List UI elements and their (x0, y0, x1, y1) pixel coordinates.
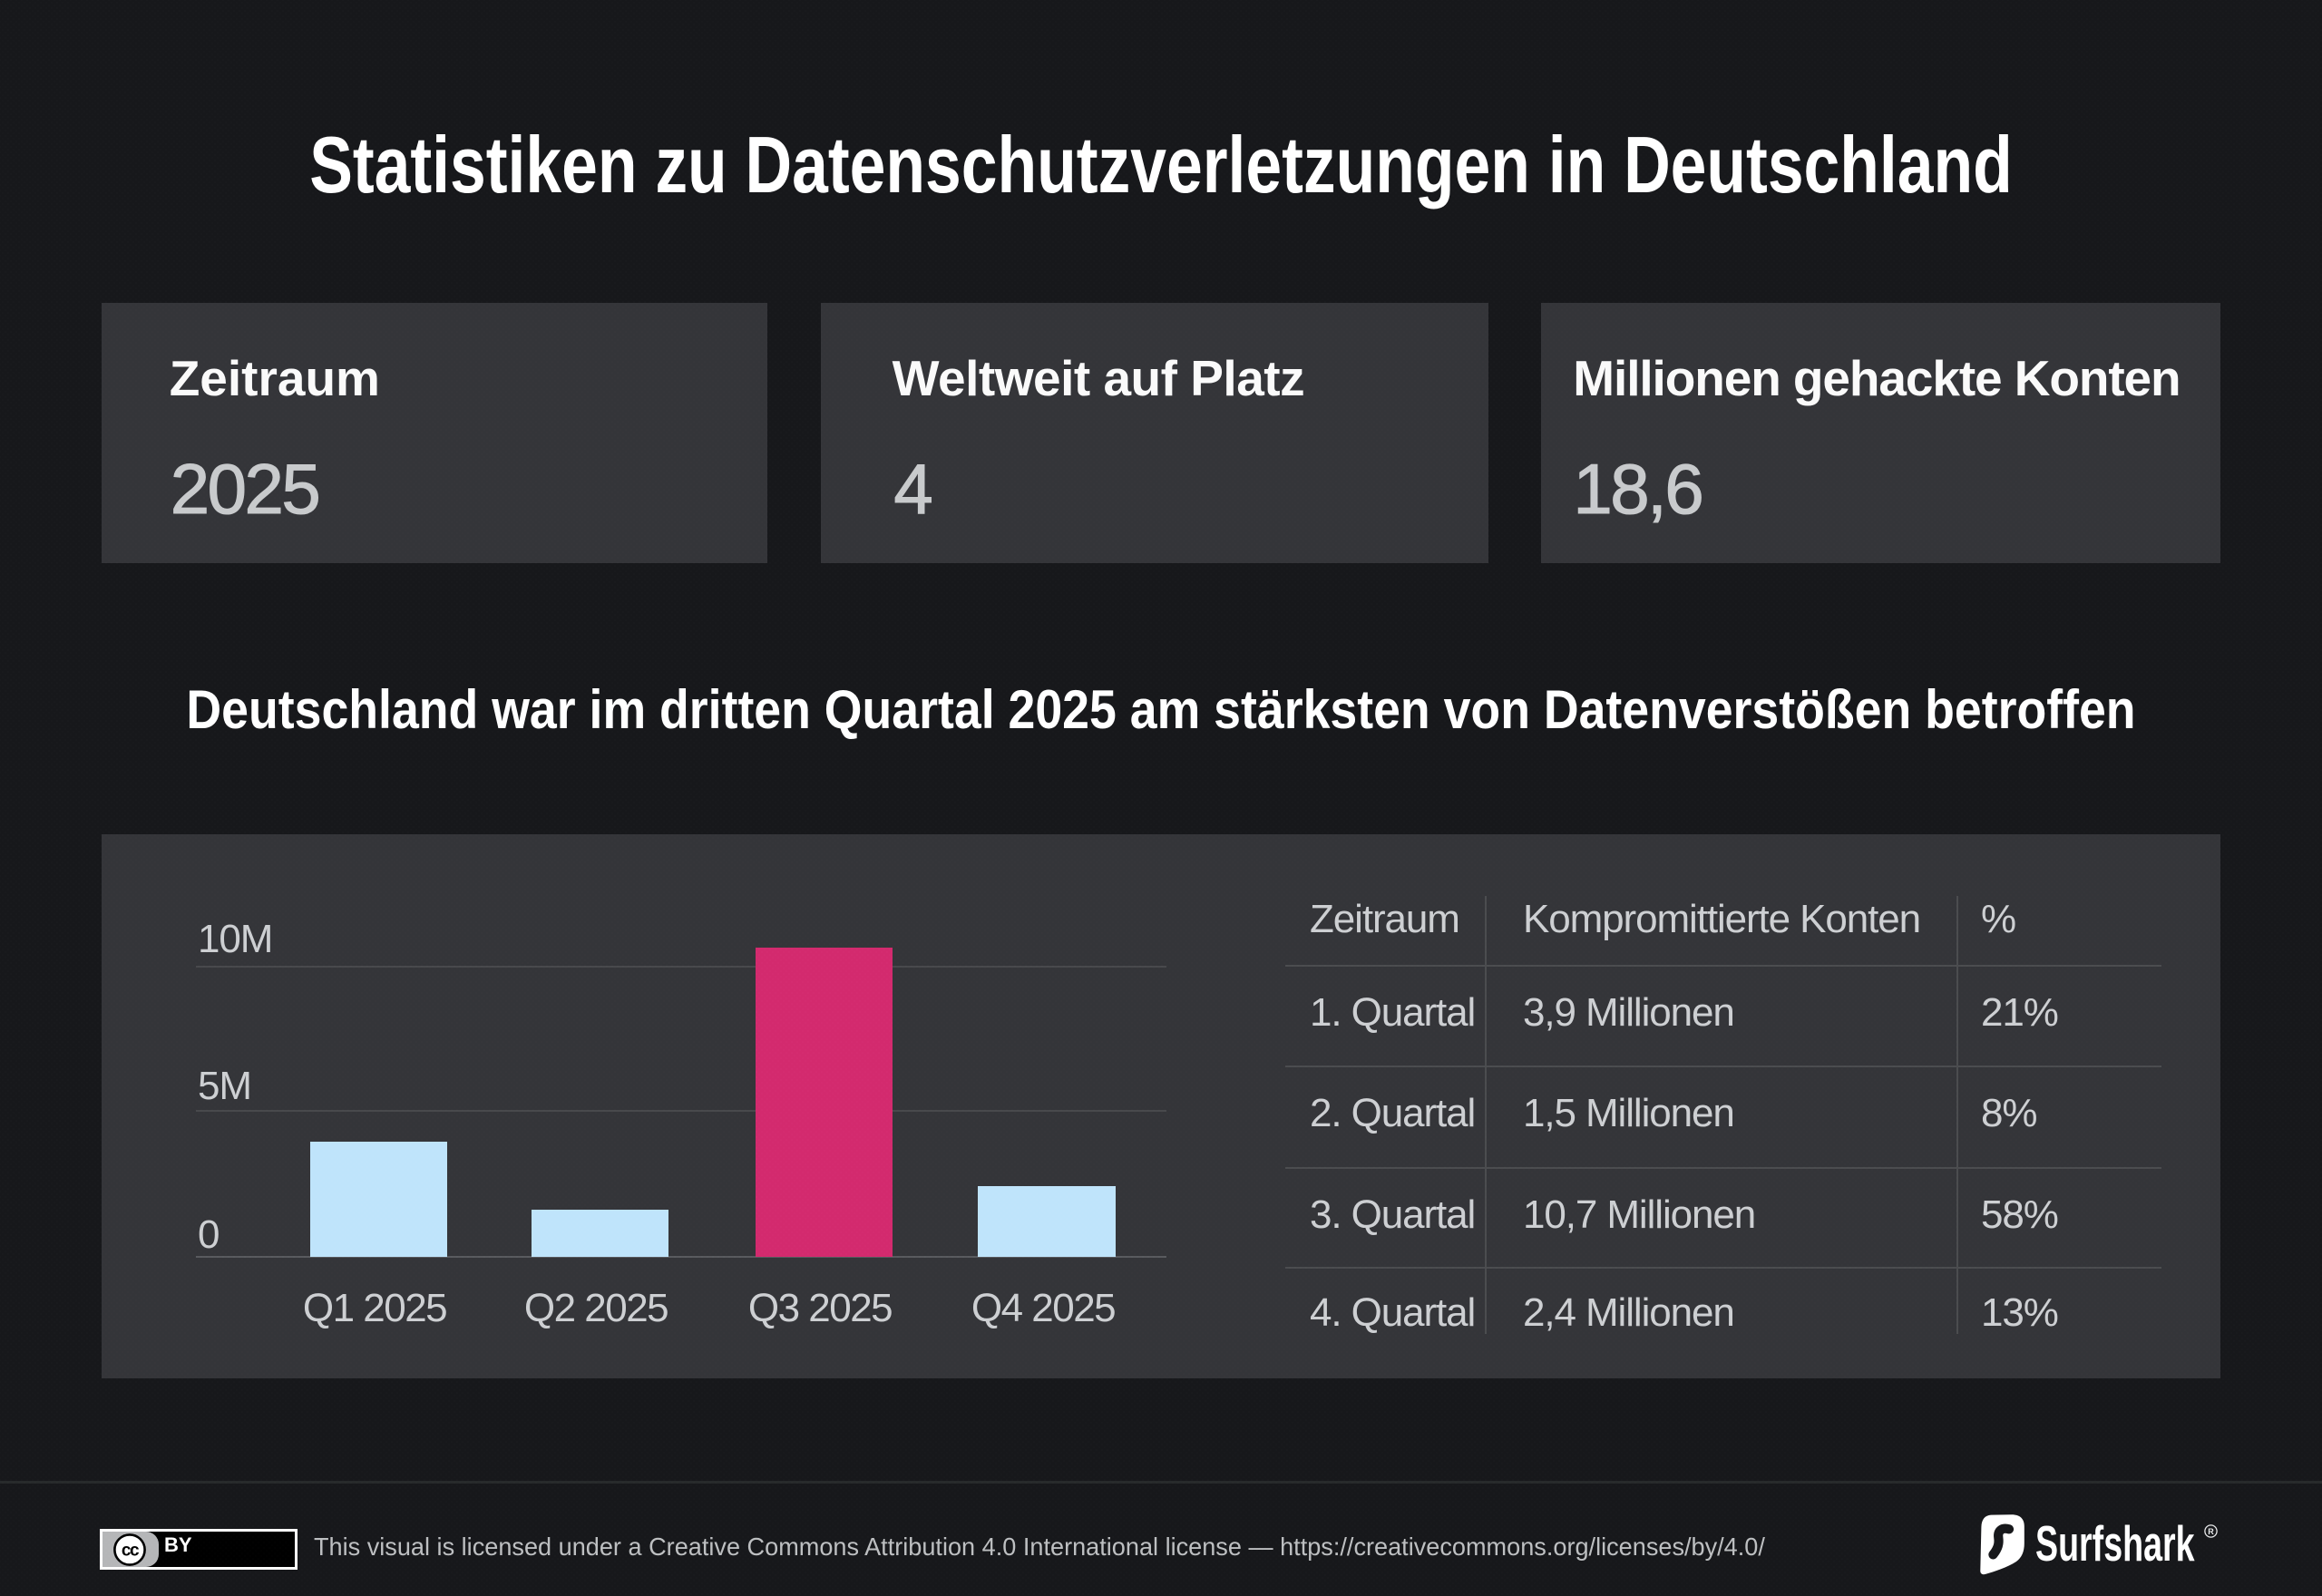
svg-text:cc: cc (122, 1542, 140, 1561)
svg-text:R: R (2208, 1527, 2214, 1536)
